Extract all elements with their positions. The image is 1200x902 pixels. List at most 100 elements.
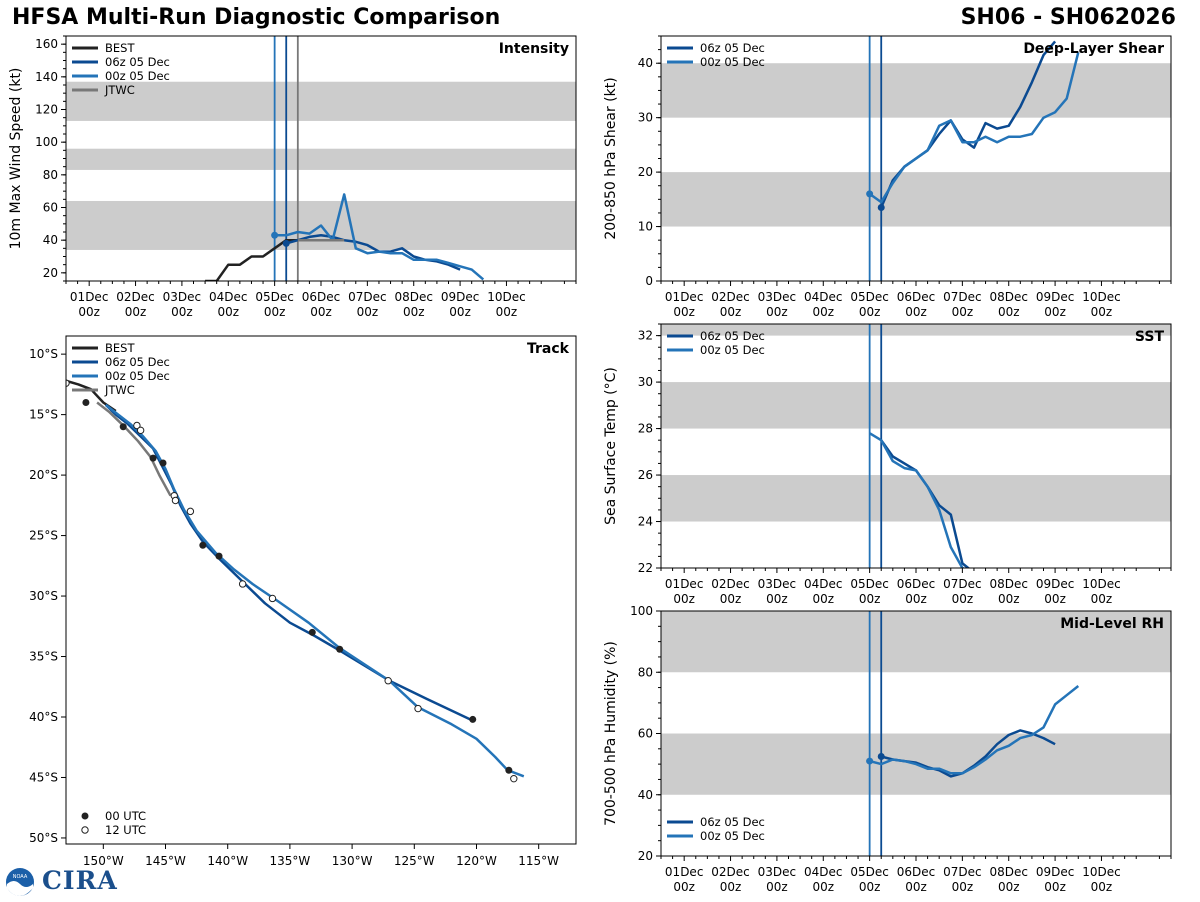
rh-ytick-label: 100 [630,604,653,618]
sst-xtick-label-hour: 00z [905,592,927,606]
rh-xtick-label-hour: 00z [1044,880,1066,894]
sst-xtick-label-hour: 00z [673,592,695,606]
cira-logo: NOAA CIRA [4,866,117,898]
intensity-xtick-label: 05Dec [255,290,294,304]
track-legend-12utc-marker [81,826,89,834]
rh-ylabel: 700-500 hPa Humidity (%) [603,641,619,826]
rh-xtick-label-hour: 00z [766,880,788,894]
intensity-ytick-label: 80 [43,168,58,182]
rh-xtick-label: 03Dec [758,865,797,879]
sst-xtick-label: 06Dec [897,577,936,591]
intensity-panel: 2040608010012014016001Dec00z02Dec00z03De… [8,35,577,319]
intensity-xtick-label: 02Dec [116,290,155,304]
shear-xtick-label: 07Dec [943,290,982,304]
track-legend-00utc-label: 00 UTC [105,809,146,823]
track-legend-label-jtwc: JTWC [104,383,135,397]
sst-xtick-label-hour: 00z [766,592,788,606]
track-point-00utc-3 [159,459,167,467]
intensity-ytick-label: 120 [35,103,58,117]
track-xtick-label: 115°W [518,854,559,868]
sst-xtick-label-hour: 00z [812,592,834,606]
sst-legend-label-00z-05-dec: 00z 05 Dec [700,343,765,357]
shear-series-00z-05-dec [868,51,1080,204]
intensity-plot-area [66,36,576,281]
shear-start-marker-00z-05-dec [866,190,874,198]
rh-series-00z-05-dec [869,685,1080,775]
sst-xtick-label-hour: 00z [720,592,742,606]
shear-panel: 01020304001Dec00z02Dec00z03Dec00z04Dec00… [603,35,1172,319]
intensity-xtick-label-hour: 00z [403,305,425,319]
sst-xtick-label-hour: 00z [859,592,881,606]
intensity-xtick-label-hour: 00z [171,305,193,319]
intensity-series-00z-05-dec [274,193,485,281]
chart-title: HFSA Multi-Run Diagnostic Comparison [12,5,501,30]
rh-xtick-label: 02Dec [711,865,750,879]
intensity-xtick-label-hour: 00z [496,305,518,319]
track-point-12utc-10 [510,774,518,783]
intensity-xtick-label: 09Dec [441,290,480,304]
shear-legend-label-00z-05-dec: 00z 05 Dec [700,55,765,69]
shear-band-1 [661,63,1171,118]
track-xtick-label: 135°W [270,854,311,868]
intensity-legend-label-jtwc: JTWC [104,83,135,97]
track-point-00utc-5 [215,552,223,560]
sst-frame [660,323,1172,569]
track-series-jtwc [96,401,172,497]
rh-legend-label-00z-05-dec: 00z 05 Dec [700,829,765,843]
shear-xtick-label-hour: 00z [766,305,788,319]
shear-xtick-label-hour: 00z [859,305,881,319]
intensity-xtick-label-hour: 00z [264,305,286,319]
intensity-xtick-label-hour: 00z [125,305,147,319]
track-point-00utc-2 [149,454,157,462]
track-ytick-label: 45°S [29,770,58,784]
shear-ytick-label: 40 [638,56,653,70]
track-xtick-label: 150°W [83,854,124,868]
intensity-xtick-label-hour: 00z [310,305,332,319]
shear-ytick-label: 30 [638,111,653,125]
intensity-xtick-label: 08Dec [394,290,433,304]
track-series-00z-05-dec [105,403,525,778]
track-point-00utc-9 [505,766,513,774]
track-point-00utc-0 [82,399,90,407]
shear-xtick-label: 10Dec [1082,290,1121,304]
intensity-xtick-label: 07Dec [348,290,387,304]
intensity-xtick-label: 04Dec [209,290,248,304]
track-legend-00utc-marker [81,812,89,820]
sst-ytick-label: 22 [638,561,653,575]
sst-band-2 [661,324,1171,336]
intensity-ylabel: 10m Max Wind Speed (kt) [8,68,24,250]
sst-plot-area [661,324,1171,568]
track-panel: 10°S 15°S 20°S 25°S 30°S 35°S 40°S 45°S 50°S 150°… [29,335,577,868]
track-plot-area [66,379,525,783]
rh-panel: 2040608010001Dec00z02Dec00z03Dec00z04Dec… [603,604,1172,894]
sst-ytick-label: 30 [638,375,653,389]
track-ytick-label: 40°S [29,710,58,724]
shear-xtick-label-hour: 00z [998,305,1020,319]
shear-xtick-label: 06Dec [897,290,936,304]
sst-xtick-label-hour: 00z [1091,592,1113,606]
track-xtick-label: 130°W [332,854,373,868]
sst-xtick-label: 01Dec [665,577,704,591]
track-point-12utc-1 [133,421,141,430]
shear-xtick-label-hour: 00z [952,305,974,319]
shear-ytick-label: 10 [638,220,653,234]
sst-xtick-label: 10Dec [1082,577,1121,591]
sst-xtick-label: 09Dec [1036,577,1075,591]
rh-xtick-label-hour: 00z [998,880,1020,894]
shear-xtick-label: 05Dec [850,290,889,304]
shear-xtick-label-hour: 00z [905,305,927,319]
sst-xtick-label-hour: 00z [1044,592,1066,606]
intensity-ytick-label: 160 [35,37,58,51]
rh-xtick-label-hour: 00z [812,880,834,894]
shear-xtick-label-hour: 00z [673,305,695,319]
rh-ytick-label: 60 [638,727,653,741]
rh-ytick-label: 80 [638,665,653,679]
sst-series-00z-05-dec [868,432,966,568]
shear-xtick-label: 01Dec [665,290,704,304]
sst-ytick-label: 32 [638,329,653,343]
intensity-ytick-label: 60 [43,201,58,215]
shear-xtick-label-hour: 00z [1044,305,1066,319]
track-point-00utc-7 [336,645,344,653]
shear-xtick-label: 03Dec [758,290,797,304]
